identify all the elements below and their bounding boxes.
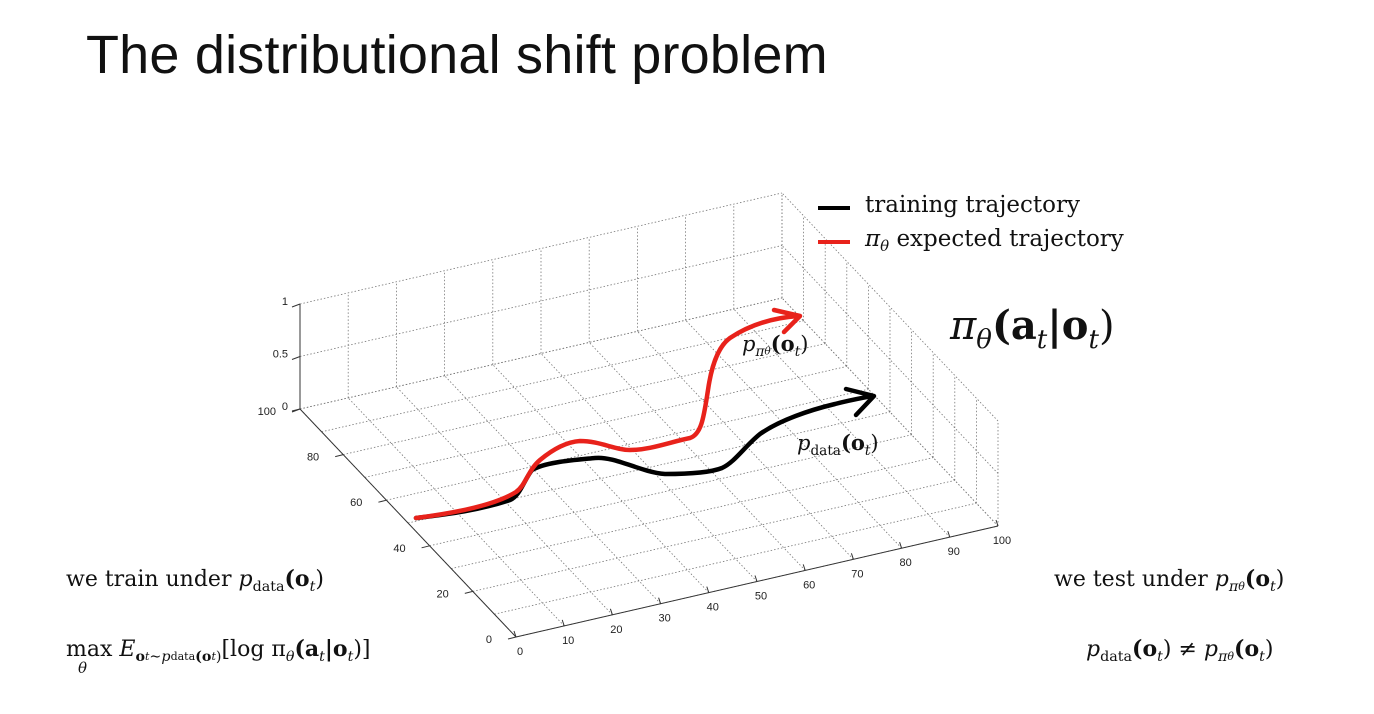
- legend-swatch-expected: [818, 240, 850, 244]
- y-tick-mark: [507, 636, 517, 640]
- p-data-annotation: pdata(ot): [797, 430, 879, 459]
- x-tick-label: 0: [517, 646, 523, 658]
- legend-label-training: training trajectory: [865, 192, 1080, 218]
- z-tick-mark: [291, 303, 301, 308]
- x-tick-label: 60: [803, 579, 815, 591]
- x-tick-mark: [658, 597, 662, 604]
- legend-item-expected: πθ expected trajectory: [865, 226, 1124, 255]
- z-tick-mark: [291, 356, 301, 360]
- legend-label-expected: expected trajectory: [896, 226, 1124, 252]
- x-tick-label: 90: [948, 546, 960, 558]
- x-tick-label: 10: [562, 635, 574, 647]
- legend-item-training: training trajectory: [865, 192, 1080, 218]
- y-tick-mark: [464, 590, 473, 594]
- z-tick-label: 1: [282, 296, 288, 308]
- y-tick-label: 60: [350, 497, 362, 509]
- y-tick-mark: [421, 545, 430, 549]
- policy-trajectory-arrowhead: [771, 307, 803, 335]
- x-tick-label: 70: [851, 568, 863, 580]
- x-tick-label: 80: [899, 557, 911, 569]
- y-tick-label: 20: [437, 588, 449, 600]
- plot-grid: [299, 192, 999, 638]
- x-tick-label: 20: [610, 624, 622, 636]
- legend-prefix-pi: π: [865, 226, 881, 252]
- distribution-mismatch-formula: pdata(ot) ≠ pπθ(ot): [1086, 636, 1274, 665]
- x-tick-mark: [995, 519, 999, 527]
- training-trajectory-arrowhead: [843, 386, 877, 418]
- z-tick-label: 0: [282, 401, 288, 413]
- y-tick-mark: [335, 454, 344, 458]
- x-tick-label: 40: [707, 602, 719, 614]
- x-tick-mark: [947, 530, 951, 538]
- y-tick-label: 40: [393, 543, 405, 555]
- y-axis-line: [299, 408, 517, 638]
- x-tick-mark: [802, 564, 806, 571]
- x-tick-mark: [899, 542, 903, 549]
- training-trajectory-line: [413, 393, 875, 521]
- x-tick-mark: [850, 553, 854, 560]
- floor-grid-y: [472, 480, 955, 592]
- policy-trajectory-line: [413, 313, 801, 521]
- floor-grid-x: [588, 342, 806, 571]
- x-tick-mark: [754, 575, 758, 582]
- legend-prefix-theta: θ: [880, 237, 890, 256]
- plot-axis-ticks: 0 10 20 30 40 50 60 70 80 90 100 0 20 40 60 80 100 0 0.5 1: [258, 296, 1012, 658]
- objective-formula: max θ Eot∼pdata(ot)[log πθ(at|ot)]: [66, 636, 371, 677]
- y-tick-label: 80: [307, 452, 319, 464]
- z-tick-mark: [291, 408, 301, 413]
- y-tick-label: 0: [486, 634, 492, 646]
- legend-swatch-training: [818, 206, 850, 210]
- x-tick-label: 100: [993, 535, 1011, 547]
- slide-title: The distributional shift problem: [86, 25, 828, 85]
- x-tick-mark: [561, 619, 565, 627]
- policy-label: πθ(at|ot): [950, 302, 1115, 356]
- y-tick-mark: [378, 499, 387, 503]
- x-tick-mark: [609, 608, 613, 615]
- y-tick-label: 100: [258, 406, 276, 418]
- x-tick-mark: [706, 586, 710, 593]
- p-pi-annotation: pπθ(ot): [742, 331, 809, 360]
- x-tick-label: 30: [658, 613, 670, 625]
- x-tick-label: 50: [755, 591, 767, 603]
- x-tick-mark: [513, 630, 517, 638]
- train-under-text: we train under pdata(ot): [66, 566, 324, 595]
- test-under-text: we test under pπθ(ot): [1054, 566, 1285, 595]
- z-tick-label: 0.5: [273, 349, 288, 361]
